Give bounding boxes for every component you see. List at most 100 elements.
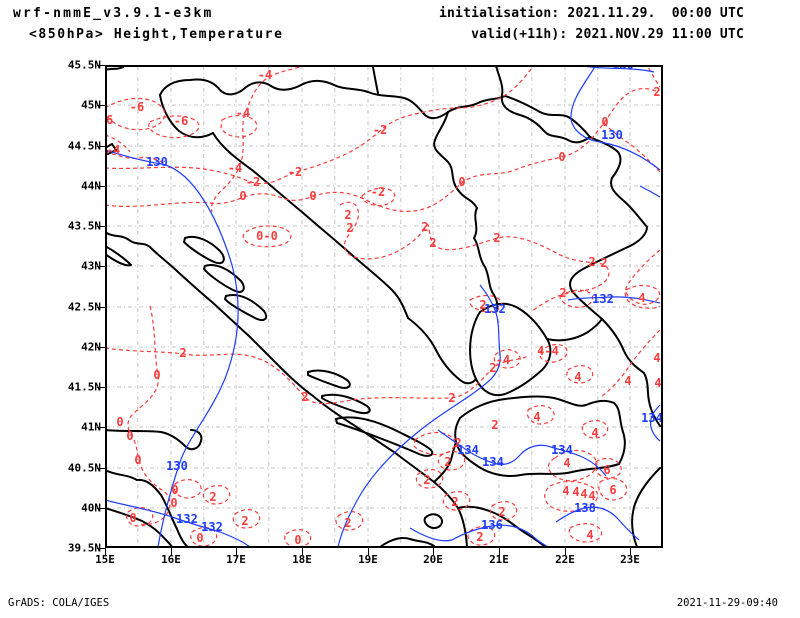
temperature-contour-label: -4 [236, 106, 250, 120]
lon-tick-label: 23E [620, 553, 640, 566]
lon-tick-mark [432, 548, 434, 555]
temperature-contour-label: 0 [294, 533, 301, 547]
temperature-contour-label: 2 [491, 418, 498, 432]
temperature-contour-label: 6 [609, 483, 616, 497]
temperature-contour-label: 2 [301, 390, 308, 404]
contour-label-layer: -4-4-4-4-6-6-6-2-2-2-20000020-0222222222… [105, 65, 663, 547]
temperature-contour-label: 2 [454, 436, 461, 450]
height-contour-label: 138 [574, 501, 596, 515]
temperature-contour-label: 0 [196, 531, 203, 545]
lon-tick-mark [235, 548, 237, 555]
temperature-contour-label: 4-4 [537, 344, 559, 358]
temperature-contour-label: 4 [588, 489, 595, 503]
temperature-contour-label: 0 [129, 511, 136, 525]
temperature-contour-label: -4 [228, 161, 242, 175]
temperature-contour-label: 0 [153, 368, 160, 382]
temperature-contour-label: 2 [479, 298, 486, 312]
lat-tick-mark [97, 467, 105, 469]
temperature-contour-label: -4 [496, 353, 510, 367]
height-contour-label: 132 [592, 292, 614, 306]
temperature-contour-label: 0 [134, 453, 141, 467]
lon-tick-label: 18E [292, 553, 312, 566]
temperature-contour-label: 0 [309, 189, 316, 203]
temperature-contour-label: 4 [562, 484, 569, 498]
temperature-contour-label: 2 [476, 530, 483, 544]
temperature-contour-label: 4 [654, 376, 661, 390]
lon-tick-mark [498, 548, 500, 555]
temperature-contour-label: 0 [170, 496, 177, 510]
lat-tick-label: 41N [81, 420, 101, 434]
lat-tick-label: 44N [81, 179, 101, 193]
temperature-contour-label: 2 [489, 361, 496, 375]
lon-tick-label: 19E [358, 553, 378, 566]
lat-tick-mark [97, 306, 105, 308]
lon-tick-label: 21E [489, 553, 509, 566]
temperature-contour-label: 4 [591, 426, 598, 440]
map-canvas: -4-4-4-4-6-6-6-2-2-2-20000020-0222222222… [105, 65, 663, 548]
temperature-contour-label: -2 [246, 175, 260, 189]
temperature-contour-label: 0 [601, 115, 608, 129]
temperature-contour-label: -6 [130, 100, 144, 114]
lon-tick-label: 22E [555, 553, 575, 566]
lon-tick-mark [564, 548, 566, 555]
temperature-contour-label: 4 [586, 528, 593, 542]
lat-lon-gridlines [106, 66, 662, 547]
height-contour-label: 130 [166, 459, 188, 473]
lat-tick-label: 41.5N [67, 380, 101, 394]
temperature-contour-label: 2 [344, 208, 351, 222]
lat-tick-label: 45N [81, 98, 101, 112]
temperature-contour-label: -6 [105, 113, 113, 127]
lat-tick-label: 44.5N [67, 139, 101, 153]
height-contour-label: 132 [176, 512, 198, 526]
lon-tick-mark [170, 548, 172, 555]
lat-tick-mark [97, 64, 105, 66]
temperature-contour-label: 0 [558, 150, 565, 164]
lon-tick-label: 15E [95, 553, 115, 566]
height-contour-label: 130 [146, 155, 168, 169]
temperature-contour-label: 2 [179, 346, 186, 360]
temperature-contour-label: 4 [653, 351, 660, 365]
lat-tick-mark [97, 426, 105, 428]
temperature-contour-label: 2 [421, 220, 428, 234]
lat-tick-mark [97, 547, 105, 549]
lat-tick-mark [97, 225, 105, 227]
temperature-contour-label: -4 [106, 143, 120, 157]
valid-time-label: valid(+11h): 2021.NOV.29 11:00 UTC [471, 27, 744, 42]
height-contour-label: 132 [201, 520, 223, 534]
lat-tick-mark [97, 507, 105, 509]
lat-tick-label: 42.5N [67, 300, 101, 314]
plot-timestamp: 2021-11-29-09:40 [676, 597, 778, 609]
coastlines-borders [105, 65, 661, 548]
temperature-contour-label: 2 [498, 505, 505, 519]
model-title: wrf-nmmE_v3.9.1-e3km [13, 6, 214, 21]
temperature-contour-label: 0 [171, 483, 178, 497]
temperature-contour-label: 2 [423, 473, 430, 487]
temperature-contour-label: 0 [458, 175, 465, 189]
lon-tick-mark [629, 548, 631, 555]
lon-tick-mark [301, 548, 303, 555]
lat-tick-label: 45.5N [67, 58, 101, 72]
height-contours [105, 65, 661, 548]
temperature-contour-label: 0 [116, 415, 123, 429]
temperature-contour-label: 2 [448, 391, 455, 405]
height-contour-label: 134 [482, 455, 504, 469]
init-time-label: initialisation: 2021.11.29. 00:00 UTC [438, 6, 744, 21]
temperature-contour-label: 0 [126, 429, 133, 443]
lon-tick-label: 20E [423, 553, 443, 566]
lat-tick-label: 43.5N [67, 219, 101, 233]
temperature-contour-label: -2 [371, 185, 385, 199]
temperature-contour-label: 4 [624, 374, 631, 388]
temperature-contour-label: 2 [653, 85, 660, 99]
lat-tick-mark [97, 104, 105, 106]
lat-tick-label: 40.5N [67, 461, 101, 475]
lat-tick-label: 43N [81, 259, 101, 273]
temperature-contour-label: 2 [559, 286, 566, 300]
lat-tick-label: 40N [81, 501, 101, 515]
temperature-contour-label: 2 [209, 490, 216, 504]
height-contour-label: 132 [484, 302, 506, 316]
temperature-contour-label: 2 [600, 256, 607, 270]
temperature-contour-label: 6 [603, 463, 610, 477]
temperature-contour-label: 4 [572, 485, 579, 499]
